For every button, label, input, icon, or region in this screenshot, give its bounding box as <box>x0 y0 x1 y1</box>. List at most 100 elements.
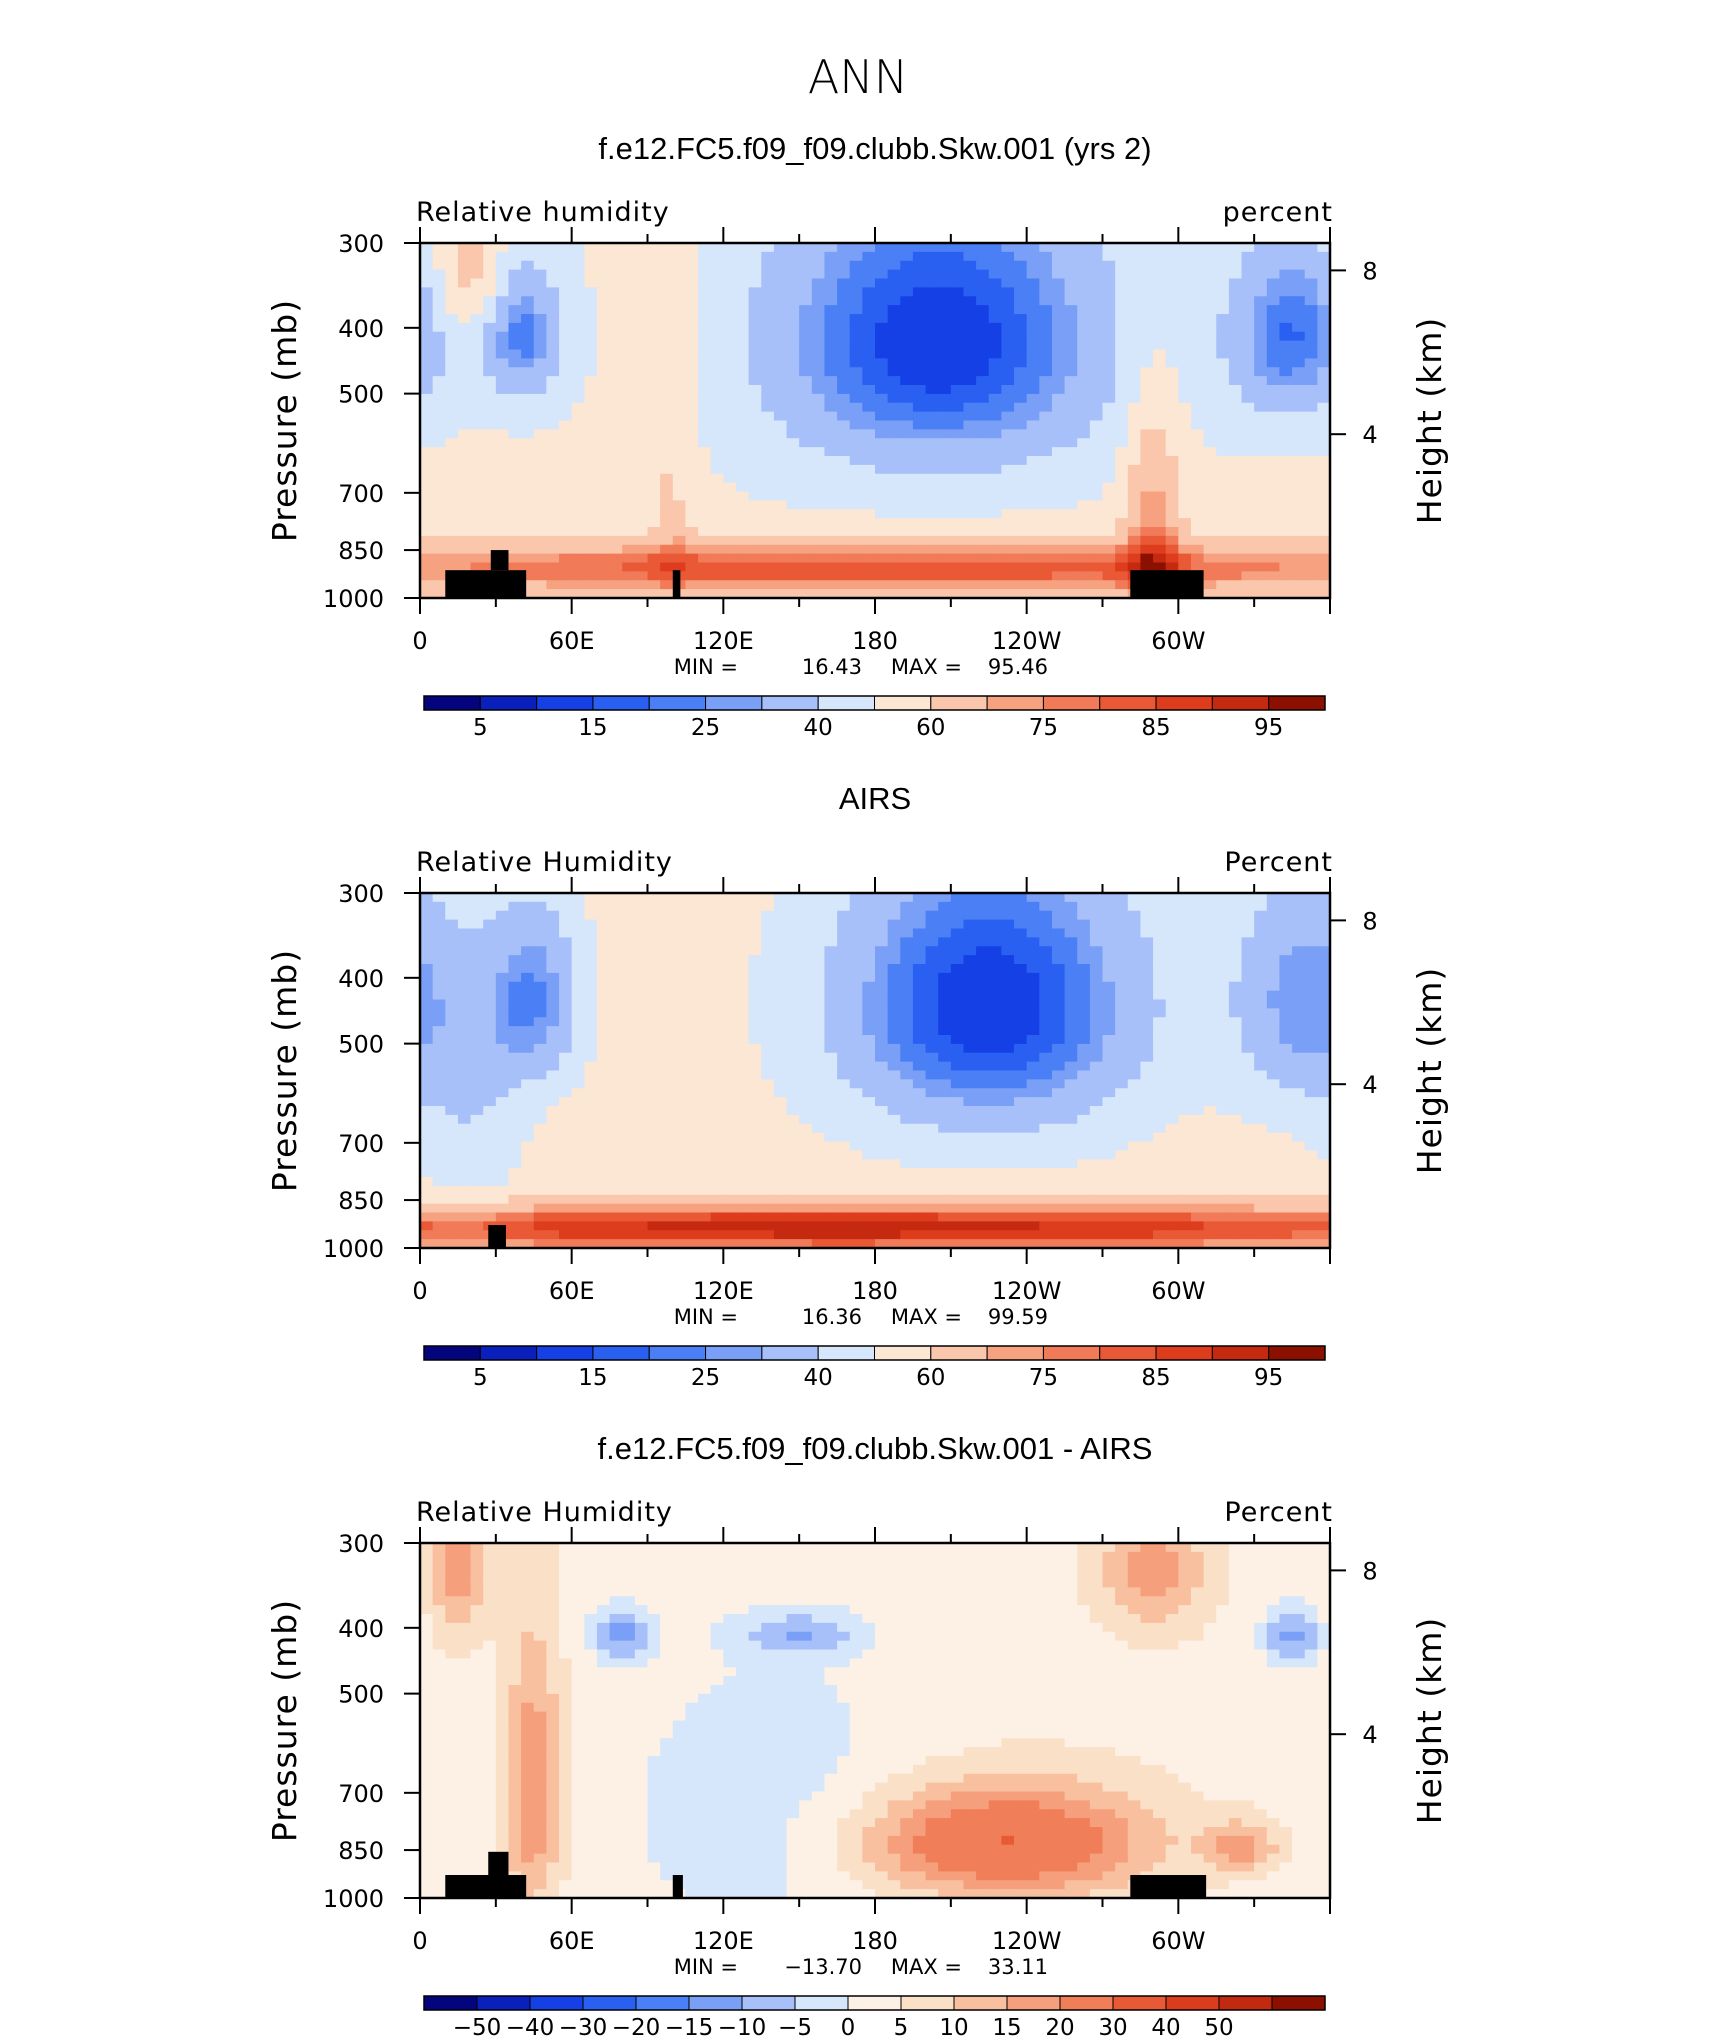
heatmap-cell <box>571 287 585 297</box>
heatmap-cell <box>609 358 623 368</box>
heatmap-cell <box>988 1079 1002 1089</box>
heatmap-cell <box>1127 402 1142 413</box>
heatmap-cell <box>950 981 965 992</box>
heatmap-cell <box>685 910 699 921</box>
heatmap-cell <box>698 340 712 351</box>
heatmap-cell <box>1216 893 1230 903</box>
heatmap-cell <box>950 385 965 395</box>
heatmap-cell <box>1153 964 1167 974</box>
heatmap-cell <box>887 544 901 555</box>
heatmap-cell <box>1304 402 1318 413</box>
heatmap-cell <box>609 981 623 992</box>
heatmap-cell <box>1001 527 1015 537</box>
heatmap-cell <box>1266 1079 1281 1089</box>
heatmap-cell <box>1064 1043 1078 1054</box>
heatmap-cell <box>432 964 446 974</box>
heatmap-cell <box>748 411 762 422</box>
heatmap-cell <box>963 358 977 368</box>
heatmap-cell <box>837 402 851 413</box>
heatmap-cell <box>445 464 459 475</box>
heatmap-cell <box>1115 482 1129 493</box>
heatmap-cell <box>988 447 1002 457</box>
heatmap-cell <box>1140 518 1154 528</box>
heatmap-cell <box>837 999 851 1009</box>
heatmap-cell <box>559 1114 573 1125</box>
heatmap-cell <box>735 562 750 572</box>
heatmap-cell <box>761 1088 775 1098</box>
heatmap-cell <box>1203 1079 1217 1089</box>
heatmap-cell <box>1254 340 1268 351</box>
heatmap-cell <box>1089 322 1104 333</box>
heatmap-cell <box>660 928 674 938</box>
heatmap-cell <box>647 1017 661 1027</box>
heatmap-cell <box>1127 322 1142 333</box>
heatmap-cell <box>521 243 535 253</box>
heatmap-cell <box>521 910 535 921</box>
heatmap-cell <box>773 518 788 528</box>
heatmap-cell <box>824 1123 838 1134</box>
heatmap-cell <box>1039 393 1053 404</box>
heatmap-cell <box>824 447 838 457</box>
heatmap-cell <box>1266 999 1281 1009</box>
heatmap-cell <box>963 1043 977 1054</box>
heatmap-cell <box>1001 438 1015 448</box>
heatmap-cell <box>1089 562 1104 572</box>
heatmap-cell <box>1026 910 1040 921</box>
heatmap-cell <box>1190 999 1205 1009</box>
heatmap-cell <box>1001 464 1015 475</box>
heatmap-cell <box>900 491 914 501</box>
heatmap-cell <box>533 553 547 564</box>
heatmap-cell <box>925 1097 939 1107</box>
heatmap-cell <box>963 1035 977 1045</box>
heatmap-cell <box>432 243 446 253</box>
heatmap-cell <box>976 349 990 359</box>
heatmap-cell <box>912 893 927 903</box>
heatmap-cell <box>1304 385 1318 395</box>
heatmap-cell <box>596 429 611 439</box>
heatmap-cell <box>533 1017 547 1027</box>
heatmap-cell <box>710 314 724 324</box>
heatmap-cell <box>1165 456 1179 466</box>
heatmap-cell <box>963 1088 977 1098</box>
heatmap-cell <box>1304 278 1318 288</box>
heatmap-cell <box>1304 305 1318 315</box>
heatmap-cell <box>1014 314 1028 324</box>
heatmap-cell <box>698 972 712 983</box>
heatmap-cell <box>647 402 661 413</box>
heatmap-cell <box>837 1088 851 1098</box>
heatmap-cell <box>1241 393 1255 404</box>
heatmap-cell <box>1077 1017 1091 1027</box>
heatmap-cell <box>609 278 623 288</box>
heatmap-cell <box>546 1008 560 1018</box>
heatmap-cell <box>1304 1079 1318 1089</box>
heatmap-cell <box>748 1097 762 1107</box>
heatmap-cell <box>672 482 687 493</box>
heatmap-cell <box>1077 1132 1091 1143</box>
heatmap-cell <box>432 999 446 1009</box>
heatmap-cell <box>811 1061 826 1072</box>
heatmap-cell <box>1228 999 1243 1009</box>
heatmap-cell <box>1051 411 1066 422</box>
heatmap-cell <box>761 580 775 590</box>
heatmap-cell <box>748 314 762 324</box>
heatmap-cell <box>420 937 434 947</box>
heatmap-cell <box>559 393 573 404</box>
heatmap-cell <box>862 429 876 439</box>
heatmap-cell <box>1178 482 1192 493</box>
heatmap-cell <box>546 402 560 413</box>
heatmap-cell <box>634 1043 649 1054</box>
heatmap-cell <box>1178 893 1192 903</box>
heatmap-cell <box>938 296 952 306</box>
heatmap-cell <box>976 1132 990 1143</box>
heatmap-cell <box>432 1141 446 1151</box>
heatmap-cell <box>1228 447 1243 457</box>
heatmap-cell <box>1153 420 1167 430</box>
heatmap-cell <box>824 429 838 439</box>
heatmap-cell <box>445 482 459 493</box>
heatmap-cell <box>508 464 522 475</box>
heatmap-cell <box>546 251 560 262</box>
heatmap-cell <box>571 562 585 572</box>
heatmap-cell <box>1165 1097 1179 1107</box>
heatmap-cell <box>988 1088 1002 1098</box>
heatmap-cell <box>672 544 687 555</box>
